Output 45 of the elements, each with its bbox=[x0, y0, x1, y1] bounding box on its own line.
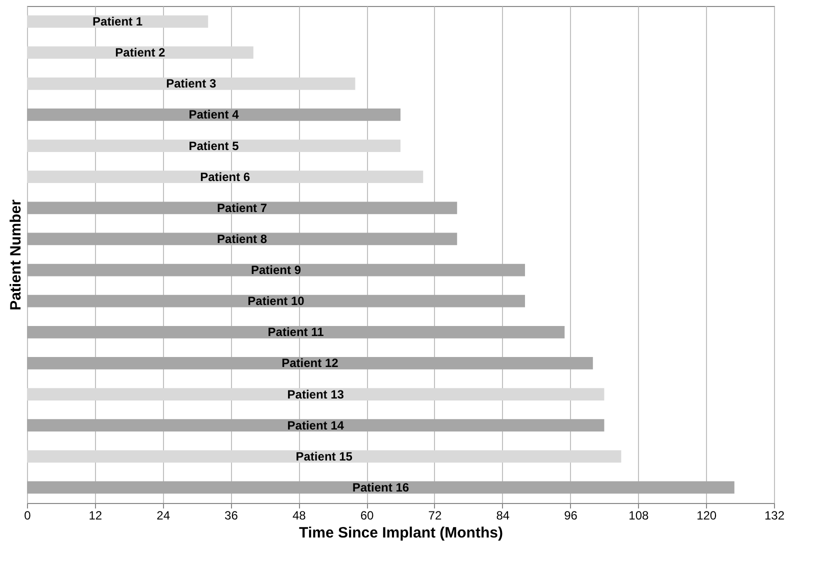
bar bbox=[27, 232, 458, 246]
x-tick-label: 48 bbox=[292, 508, 306, 522]
x-tick-label: 24 bbox=[156, 508, 170, 522]
bar bbox=[27, 419, 604, 432]
x-axis-title: Time Since Implant (Months) bbox=[299, 524, 503, 542]
bar bbox=[27, 264, 525, 276]
bar bbox=[27, 140, 400, 152]
y-tick-label: Patient 15 bbox=[296, 449, 353, 464]
x-tick-label: 96 bbox=[564, 508, 578, 522]
x-tick-label: 120 bbox=[696, 508, 717, 522]
x-tick-label: 12 bbox=[88, 508, 102, 522]
bar bbox=[27, 481, 734, 494]
y-tick-label: Patient 12 bbox=[282, 356, 339, 370]
bar bbox=[27, 108, 400, 121]
bar bbox=[27, 357, 593, 370]
y-tick-label: Patient 9 bbox=[250, 263, 302, 278]
x-tick-label: 132 bbox=[764, 508, 785, 522]
y-axis-title: Patient Number bbox=[8, 199, 24, 310]
x-tick-label: 36 bbox=[224, 508, 238, 522]
y-tick-label: Patient 3 bbox=[166, 76, 216, 91]
y-tick-label: Patient 11 bbox=[268, 325, 324, 340]
y-tick-label: Patient 14 bbox=[287, 418, 344, 432]
x-tick-label: 108 bbox=[628, 508, 650, 522]
bar bbox=[27, 46, 254, 59]
y-tick-label: Patient 7 bbox=[217, 200, 268, 215]
y-tick-label: Patient 5 bbox=[188, 138, 240, 153]
y-tick-label: Patient 8 bbox=[217, 232, 268, 246]
bar bbox=[27, 326, 565, 338]
x-tick-label: 60 bbox=[360, 508, 374, 522]
x-tick-label: 0 bbox=[24, 508, 32, 522]
bar bbox=[27, 202, 458, 214]
bar bbox=[27, 388, 604, 400]
bar bbox=[27, 450, 622, 463]
y-tick-label: Patient 10 bbox=[248, 294, 305, 308]
y-tick-label: Patient 4 bbox=[188, 108, 240, 122]
bar bbox=[27, 170, 424, 184]
bar bbox=[27, 77, 356, 90]
bar bbox=[27, 294, 525, 308]
y-tick-label: Patient 13 bbox=[287, 387, 344, 402]
y-tick-label: Patient 1 bbox=[92, 14, 143, 29]
x-tick-label: 72 bbox=[428, 508, 442, 522]
y-tick-label: Patient 6 bbox=[200, 170, 250, 184]
x-tick-label: 84 bbox=[496, 508, 510, 522]
y-tick-label: Patient 16 bbox=[352, 480, 410, 494]
y-tick-label: Patient 2 bbox=[115, 46, 166, 60]
